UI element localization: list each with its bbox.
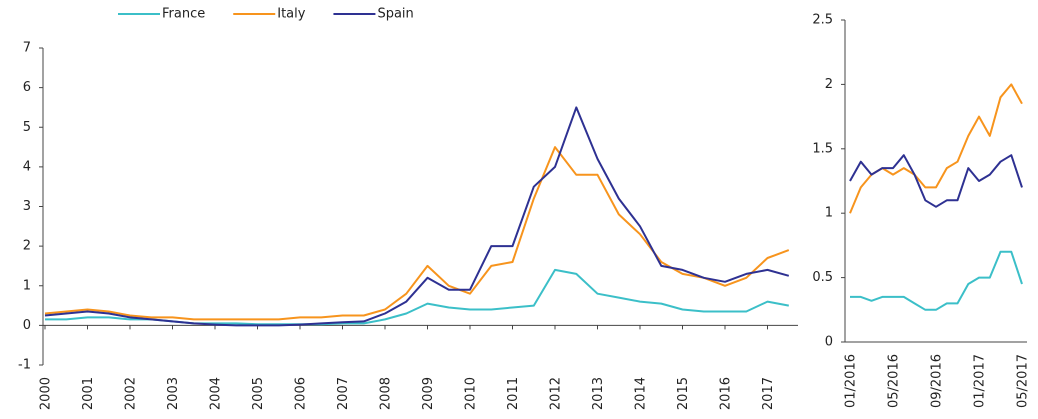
x-tick-label: 2015	[676, 377, 691, 410]
y-tick-label: 1	[23, 278, 31, 293]
y-tick-label: 7	[23, 41, 31, 56]
y-tick-label: 3	[23, 199, 31, 214]
x-tick-label: 2013	[591, 377, 606, 410]
x-tick-label: 2005	[251, 377, 266, 410]
x-tick-label: 2003	[166, 377, 181, 410]
x-tick-label: 2000	[39, 377, 54, 410]
x-tick-label: 2014	[634, 377, 649, 410]
x-tick-label: 2004	[209, 377, 224, 410]
line-series	[44, 106, 790, 327]
x-tick-label: 2016	[719, 377, 734, 410]
x-tick-label: 2009	[421, 377, 436, 410]
legend-label: France	[162, 7, 205, 22]
line-series	[849, 83, 1023, 214]
x-tick-label: 2011	[506, 377, 521, 410]
line-series	[45, 268, 789, 326]
y-tick-label: 0	[23, 318, 31, 333]
y-tick-label: 5	[23, 120, 31, 135]
x-tick-label: 05/2016	[887, 354, 902, 408]
x-tick-label: 2006	[294, 377, 309, 410]
line-series	[44, 146, 790, 321]
y-tick-label: 2	[825, 77, 833, 92]
y-tick-label: 0	[825, 335, 833, 350]
y-tick-label: 6	[23, 80, 31, 95]
x-tick-label: 01/2016	[844, 354, 859, 408]
y-tick-label: 2.5	[812, 13, 833, 28]
y-tick-label: 2	[23, 239, 31, 254]
line-series	[849, 154, 1023, 208]
x-tick-label: 2002	[124, 377, 139, 410]
y-tick-label: 4	[23, 159, 31, 174]
x-tick-label: 2017	[761, 377, 776, 410]
x-tick-label: 05/2017	[1016, 354, 1031, 408]
y-tick-label: 0.5	[812, 270, 833, 285]
y-tick-label: 1	[825, 206, 833, 221]
legend-label: Italy	[277, 7, 306, 22]
x-tick-label: 2001	[81, 377, 96, 410]
x-tick-label: 01/2017	[973, 354, 988, 408]
x-tick-label: 2010	[464, 377, 479, 410]
legend-label: Spain	[377, 7, 413, 22]
x-tick-label: 2012	[549, 377, 564, 410]
line-series	[850, 250, 1023, 311]
y-tick-label: 1.5	[812, 141, 833, 156]
x-tick-label: 2008	[379, 377, 394, 410]
y-tick-label: -1	[18, 358, 31, 373]
x-tick-label: 2007	[336, 377, 351, 410]
x-tick-label: 09/2016	[930, 354, 945, 408]
